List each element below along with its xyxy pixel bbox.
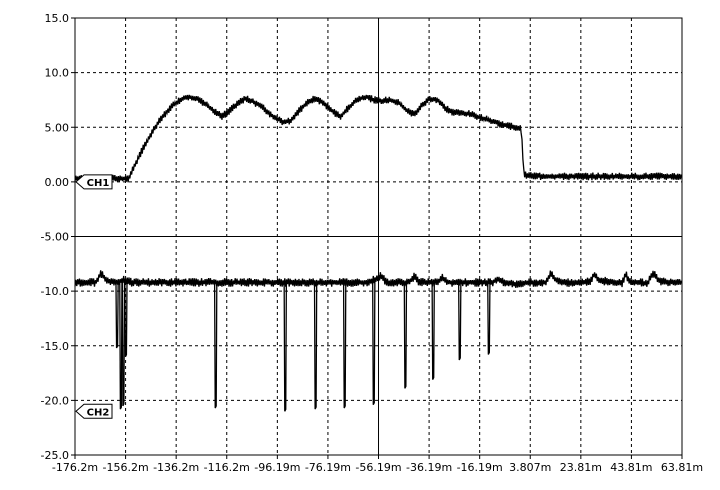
x-tick-label: -96.19m [254,461,300,474]
y-tick-label: -10.0 [41,285,69,298]
x-tick-label: 43.81m [610,461,652,474]
x-tick-label: -36.19m [406,461,452,474]
x-tick-label: -176.2m [52,461,98,474]
x-tick-label: 23.81m [560,461,602,474]
y-tick-label: 15.0 [45,12,70,25]
spike-ch2 [487,282,491,355]
spike-ch2 [121,280,126,407]
spike-ch2 [124,280,128,357]
y-tick-label: 5.00 [45,121,70,134]
traces [74,94,682,412]
trace-ch2 [74,270,682,289]
x-tick-label: -156.2m [102,461,148,474]
y-tick-label: 10.0 [45,67,70,80]
channel-marker-ch1[interactable]: CH1 [75,174,113,190]
x-tick-label: -76.19m [305,461,351,474]
channel-marker-label: CH1 [87,178,110,189]
spike-ch2 [213,282,218,409]
x-tick-label: -116.2m [204,461,250,474]
spike-ch2 [313,282,318,410]
x-tick-label: 63.81m [661,461,703,474]
spike-ch2 [115,282,119,349]
channel-marker-label: CH2 [87,407,110,418]
marker-arrow-shape [75,174,113,190]
grid-lines [75,18,682,455]
spike-ch2 [458,282,462,361]
marker-arrow-shape [75,403,113,419]
channel-marker-ch2[interactable]: CH2 [75,403,113,419]
spike-ch2 [119,281,123,410]
channel-markers: CH1 CH2 [75,174,113,419]
x-tick-label: 3.807m [509,461,551,474]
y-tick-label: -20.0 [41,394,69,407]
spike-ch2 [372,280,376,406]
x-tick-label: -56.19m [355,461,401,474]
spike-ch2 [283,282,288,412]
axes: -176.2m -156.2m -136.2m -116.2m -96.19m -76.1… [41,12,704,474]
y-tick-label: 0.00 [45,176,70,189]
x-tick-label: -16.19m [457,461,503,474]
spike-ch2 [431,282,435,380]
spike-ch2 [342,282,347,409]
y-tick-label: -15.0 [41,340,69,353]
x-tick-label: -136.2m [153,461,199,474]
y-tick-label: -5.00 [41,231,69,244]
y-tick-label: -25.0 [41,449,69,462]
trace-ch1 [74,94,682,183]
spike-ch2 [403,282,408,389]
